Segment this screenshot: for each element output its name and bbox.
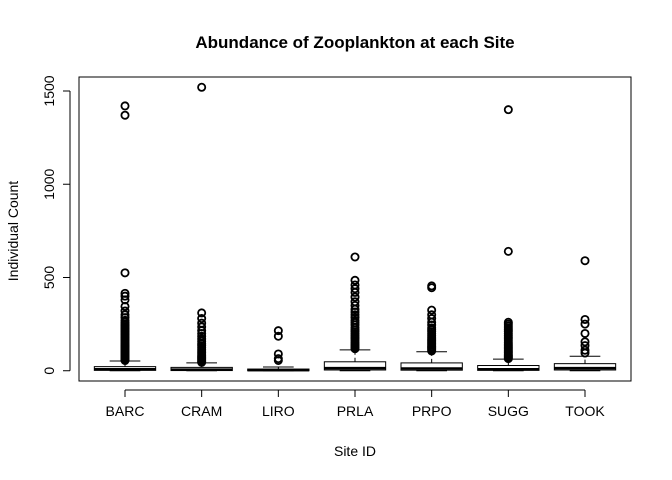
y-tick-label: 1500 [41, 75, 57, 106]
iqr-box [553, 363, 617, 371]
x-tick-label: BARC [106, 403, 145, 419]
box-prpo [400, 281, 463, 372]
outlier-point [350, 310, 360, 320]
x-axis: BARC CRAM LIRO PRLA PRPO SUGG TOOK [106, 389, 605, 419]
outlier-point [197, 82, 207, 92]
outlier-point [120, 268, 130, 278]
outlier-point [580, 337, 590, 347]
outlier-point [350, 280, 360, 290]
box-took [553, 256, 617, 372]
outlier-point [350, 315, 360, 325]
x-tick-label: LIRO [262, 403, 295, 419]
iqr-box [323, 361, 387, 371]
x-tick-label: CRAM [181, 403, 222, 419]
outlier-point [197, 318, 207, 328]
plot-frame-group [78, 76, 632, 382]
outlier-point [427, 323, 437, 333]
y-axis: 0 500 1000 1500 [41, 75, 71, 375]
y-tick-label: 0 [41, 367, 57, 375]
outlier-point [427, 305, 437, 315]
outlier-point [503, 246, 513, 256]
x-tick-label: PRPO [412, 403, 452, 419]
outlier-point [350, 275, 360, 285]
outlier-point [120, 110, 130, 120]
outlier-point [197, 308, 207, 318]
outlier-point [350, 313, 360, 323]
outlier-point [580, 314, 590, 324]
outlier-point [197, 334, 207, 344]
outlier-point [120, 306, 130, 316]
box-prla [323, 252, 387, 372]
box-liro [247, 326, 310, 372]
outlier-point [580, 345, 590, 355]
outlier-point [273, 349, 283, 359]
outlier-point [197, 322, 207, 332]
iqr-box [400, 362, 463, 371]
box-sugg [477, 105, 540, 372]
y-tick-label: 500 [41, 266, 57, 290]
y-tick-label: 1000 [41, 168, 57, 199]
outlier-point [197, 314, 207, 324]
outlier-point [580, 256, 590, 266]
outlier-point [503, 317, 513, 327]
outlier-point [120, 291, 130, 301]
outlier-point [273, 331, 283, 341]
outlier-point [273, 354, 283, 364]
outlier-point [120, 315, 130, 325]
outlier-point [427, 310, 437, 320]
outlier-point [120, 288, 130, 298]
x-axis-label: Site ID [334, 443, 376, 459]
outlier-point [350, 300, 360, 310]
box-barc [93, 101, 157, 372]
x-tick-label: TOOK [565, 403, 605, 419]
y-axis-label: Individual Count [5, 181, 21, 282]
outlier-point [350, 284, 360, 294]
plot-frame [78, 76, 632, 382]
chart-title: Abundance of Zooplankton at each Site [195, 33, 514, 52]
outlier-point [197, 331, 207, 341]
outlier-point [503, 105, 513, 115]
outlier-point [580, 341, 590, 351]
outlier-point [580, 328, 590, 338]
boxes-group [93, 82, 617, 372]
outlier-point [120, 101, 130, 111]
outlier-point [273, 326, 283, 336]
outlier-point [350, 252, 360, 262]
outlier-point [580, 319, 590, 329]
box-cram [170, 82, 233, 372]
outlier-point [350, 292, 360, 302]
outlier-point [427, 314, 437, 324]
x-tick-label: SUGG [488, 403, 529, 419]
outlier-point [120, 310, 130, 320]
outlier-point [350, 297, 360, 307]
x-tick-label: PRLA [337, 403, 374, 419]
outlier-point [427, 281, 437, 291]
